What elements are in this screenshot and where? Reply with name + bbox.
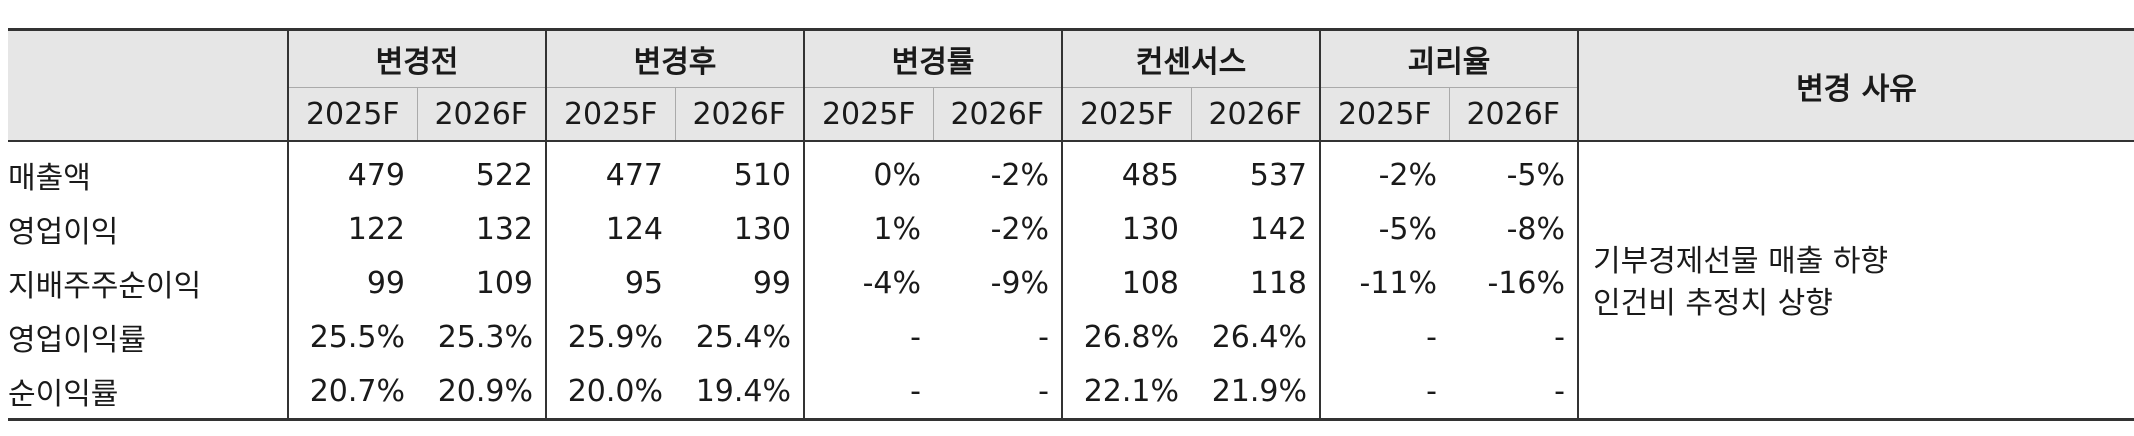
value-cell: - [1554,319,1565,355]
value-cell: 0% [803,141,933,202]
value-cell: -2% [1319,141,1449,202]
table-row: 지배주주순이익 99 109 95 99 -4% -9% 108 118 -11% -16% [8,256,2134,310]
header-year: 2025F [803,87,933,142]
row-label: 영업이익률 [8,323,146,358]
change-reason-line: 기부경제선물 매출 하향 [1593,244,1889,279]
value-cell: 485 [1061,141,1191,202]
value-cell: 25.5% [287,310,417,364]
value-cell: -2% [990,211,1049,247]
header-year: 2026F [932,87,1062,142]
header-year: 2026F [674,87,804,142]
value-cell: -8% [1506,211,1565,247]
value-cell: 122 [287,202,417,256]
header-group-before: 변경전 [287,29,546,88]
estimate-change-table-container: 변경전 변경후 변경률 컨센서스 괴리율 변경 사유 2025F 2026F 2… [8,28,2134,421]
value-cell: 19.4% [675,364,804,421]
value-cell: 99 [752,265,791,301]
header-year: 2026F [1448,87,1578,142]
value-cell: 99 [287,256,417,310]
table-row: 영업이익 122 132 124 130 1% -2% 130 142 -5% -8% [8,202,2134,256]
value-cell: - [1449,364,1578,421]
value-cell: - [1038,319,1049,355]
table-row: 매출액 479 522 477 510 0% -2% 485 537 -2% -5% 기부경제선물 매… [8,141,2134,421]
row-label: 영업이익 [8,215,119,250]
header-group-deviation: 괴리율 [1319,29,1578,88]
header-year: 2025F [1061,87,1191,142]
header-year: 2026F [416,87,546,142]
row-label: 매출액 [8,161,91,196]
value-cell: 26.4% [1211,319,1307,355]
header-year: 2026F [1190,87,1320,142]
value-cell: 537 [1249,157,1307,193]
row-label: 지배주주순이익 [8,269,202,304]
value-cell: 118 [1249,265,1307,301]
value-cell: - [803,310,933,364]
value-cell: 477 [545,141,675,202]
value-cell: 25.4% [695,319,791,355]
value-cell: 21.9% [1191,364,1320,421]
table-row: 영업이익률 25.5% 25.3% 25.9% 25.4% - -26.8% 26.4% - - [8,310,2134,364]
value-cell: -5% [1319,202,1449,256]
value-cell: 522 [475,157,533,193]
value-cell: -2% [990,157,1049,193]
value-cell: 479 [287,141,417,202]
value-cell: 124 [545,202,675,256]
value-cell: -11% [1319,256,1449,310]
value-cell: 130 [733,211,791,247]
value-cell: 26.8% [1061,310,1191,364]
value-cell: - [1319,364,1449,421]
change-reason-line: 인건비 추정치 상향 [1593,286,1833,321]
value-cell: -9% [990,265,1049,301]
header-group-after: 변경후 [545,29,804,88]
value-cell: 20.7% [287,364,417,421]
value-cell: - [803,364,933,421]
value-cell: 95 [545,256,675,310]
row-label: 순이익률 [8,364,288,421]
table-row: 순이익률 20.7% 20.9% 20.0% 19.4% - -22.1% 21.9% - - [8,364,2134,421]
value-cell: 20.9% [417,364,546,421]
header-year: 2025F [545,87,675,142]
table-body: 매출액 479 522 477 510 0% -2% 485 537 -2% -5% 기부경제선물 매… [8,141,2134,421]
estimate-change-table: 변경전 변경후 변경률 컨센서스 괴리율 변경 사유 2025F 2026F 2… [8,28,2134,421]
value-cell: - [933,364,1062,421]
value-cell: 25.3% [437,319,533,355]
value-cell: 108 [1061,256,1191,310]
value-cell: 109 [475,265,533,301]
value-cell: -5% [1506,157,1565,193]
header-group-consensus: 컨센서스 [1061,29,1320,88]
value-cell: 510 [733,157,791,193]
header-change-reason: 변경 사유 [1577,29,2134,142]
value-cell: - [1319,310,1449,364]
header-blank-cell [8,29,288,142]
value-cell: 132 [475,211,533,247]
value-cell: -16% [1487,265,1565,301]
header-year: 2025F [287,87,417,142]
value-cell: -4% [803,256,933,310]
header-year: 2025F [1319,87,1449,142]
value-cell: 20.0% [545,364,675,421]
value-cell: 142 [1249,211,1307,247]
value-cell: 1% [803,202,933,256]
header-group-change-rate: 변경률 [803,29,1062,88]
value-cell: 130 [1061,202,1191,256]
value-cell: 25.9% [545,310,675,364]
value-cell: 22.1% [1061,364,1191,421]
